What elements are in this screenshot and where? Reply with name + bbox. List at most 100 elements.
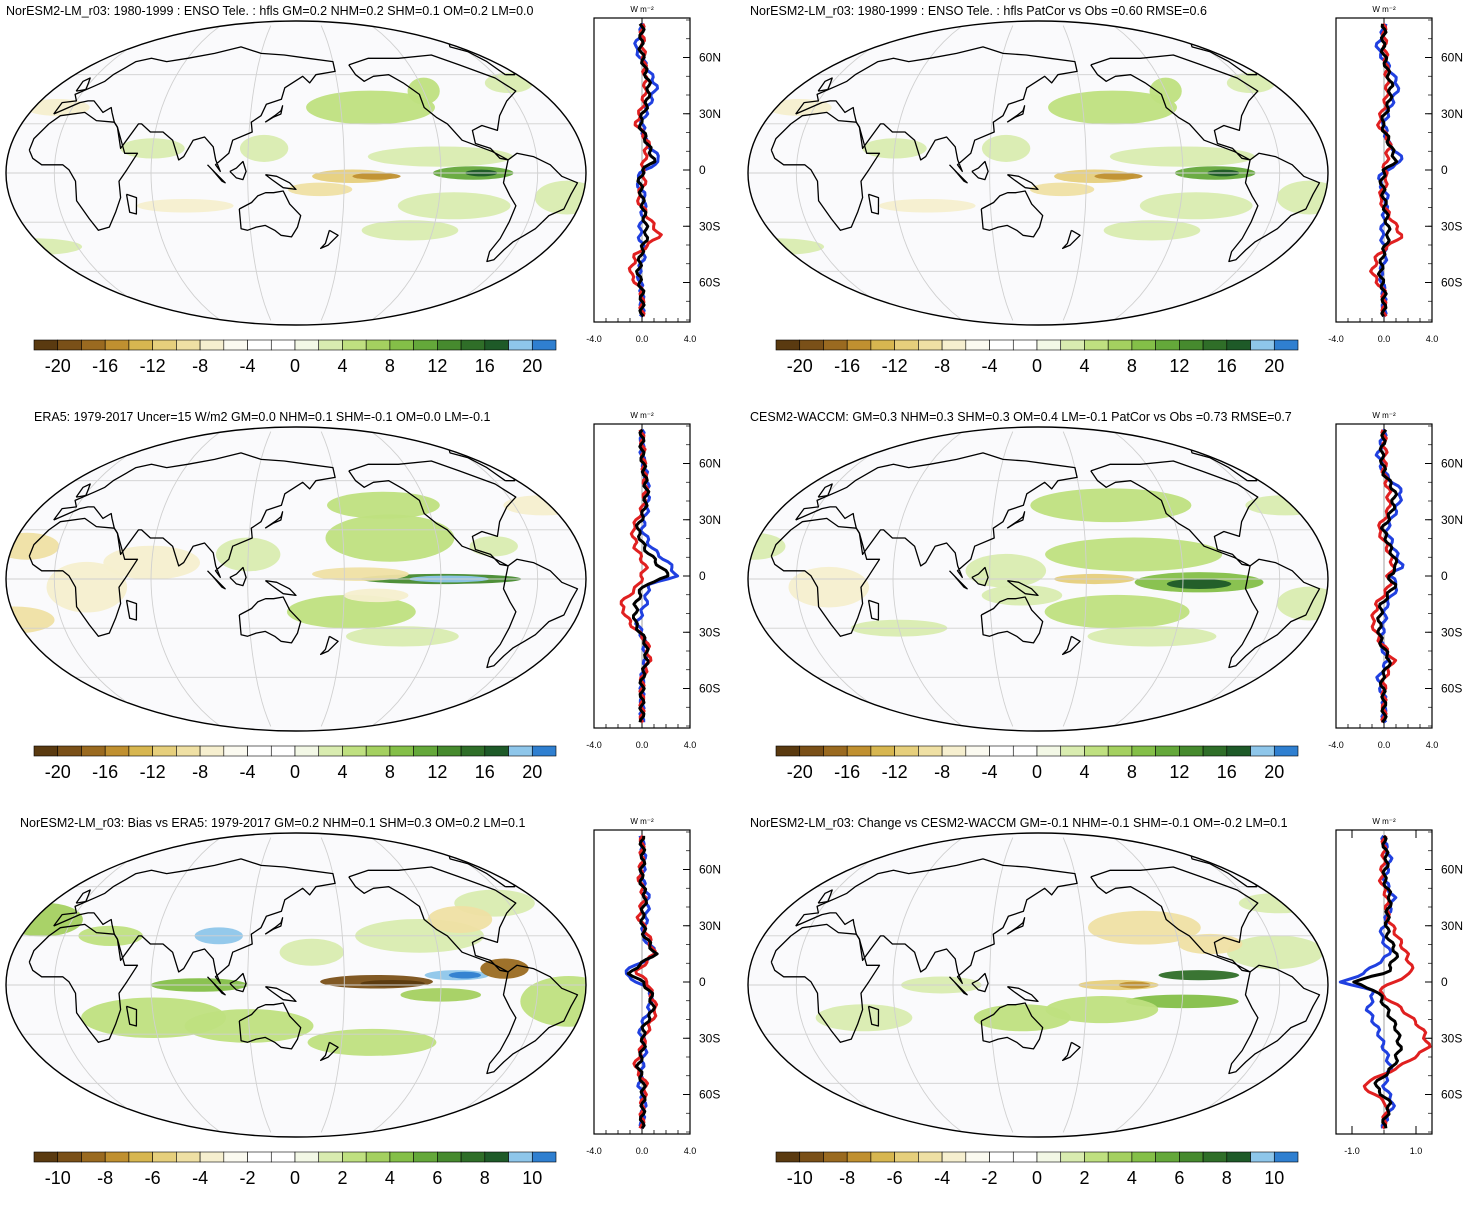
coastlines xyxy=(28,442,579,669)
coast-south-america xyxy=(1228,964,1321,1075)
colorbar-label: -16 xyxy=(834,762,860,782)
colorbar-swatch xyxy=(365,1151,391,1163)
panel-bias: -10 -8 -6 -4 -2 0 2 4 6 8 10 -4.0 0.0 4.0 60N 30N 0 30S 60… xyxy=(0,812,741,1207)
colorbar-label: 4 xyxy=(337,356,347,376)
anomaly-patch xyxy=(484,72,534,94)
panel-title: NorESM2-LM_r03: Change vs CESM2-WACCM GM… xyxy=(750,816,1288,830)
anomaly-patch xyxy=(361,220,459,241)
coast-uk xyxy=(817,77,833,92)
coastlines xyxy=(770,442,1321,669)
colorbar-swatch xyxy=(1060,745,1085,757)
anomaly-patch xyxy=(1226,72,1276,94)
colorbar-swatch xyxy=(1202,745,1228,757)
colorbar-label: -8 xyxy=(192,762,208,782)
map-field xyxy=(748,837,1328,1133)
colorbar-swatch xyxy=(1012,1151,1038,1163)
colorbar-swatch xyxy=(342,339,367,351)
coast-nz xyxy=(1061,229,1081,250)
map-border xyxy=(747,426,1329,732)
colorbar-label: 16 xyxy=(475,356,495,376)
colorbar-swatch xyxy=(1012,745,1038,757)
coast-eurasia xyxy=(795,452,1078,579)
colorbar-swatch xyxy=(918,745,943,757)
colorbar-label: -6 xyxy=(145,1168,161,1188)
anomaly-patch xyxy=(352,172,401,180)
profile-lat-label: 30N xyxy=(699,107,721,121)
panel-model: -20 -16 -12 -8 -4 0 4 8 12 16 20 -4.0 0.0 4.0 60N 30N 0 3… xyxy=(0,0,741,395)
coast-madagascar xyxy=(125,193,138,215)
colorbar-swatch xyxy=(1179,1151,1204,1163)
colorbar-swatch xyxy=(1155,1151,1180,1163)
anomaly-patch xyxy=(287,182,353,197)
colorbar-swatch xyxy=(1084,745,1109,757)
profile-lat-label: 30S xyxy=(699,1031,720,1045)
coast-eurasia xyxy=(53,858,336,985)
colorbar-swatch xyxy=(294,745,320,757)
anomaly-patch xyxy=(981,585,1063,606)
colorbar-swatch xyxy=(1084,1151,1109,1163)
colorbar-label: -8 xyxy=(934,762,950,782)
profile-lat-label: 60N xyxy=(699,51,721,65)
anomaly-patch xyxy=(748,238,825,256)
panel-change: -10 -8 -6 -4 -2 0 2 4 6 8 10 -1.0 1.0 60N 30N 0 30S 60S W … xyxy=(742,812,1483,1207)
map-field xyxy=(6,25,586,321)
profile-lat-label: 60N xyxy=(1441,863,1463,877)
anomaly-patch xyxy=(815,1004,913,1032)
coast-eurasia xyxy=(53,452,336,579)
profile-units: W m⁻² xyxy=(630,411,654,420)
coast-australia xyxy=(980,1002,1044,1050)
coast-north-america xyxy=(1090,54,1259,161)
colorbar-swatch xyxy=(318,1151,343,1163)
colorbar-label: 20 xyxy=(522,762,542,782)
anomaly-patch xyxy=(1029,182,1095,197)
colorbar-label: 4 xyxy=(1127,1168,1137,1188)
anomaly-patch xyxy=(1030,488,1192,523)
colorbar-swatch xyxy=(460,745,486,757)
colorbar-swatch xyxy=(870,745,895,757)
colorbar-label: -12 xyxy=(140,762,166,782)
colorbar-swatch xyxy=(894,339,919,351)
colorbar-swatch xyxy=(894,745,919,757)
colorbar-label: 20 xyxy=(1264,762,1284,782)
colorbar-swatch xyxy=(152,745,177,757)
colorbar-label: -12 xyxy=(882,762,908,782)
colorbar-swatch xyxy=(484,745,509,757)
colorbar-label: 12 xyxy=(1169,356,1189,376)
coast-sumatra xyxy=(949,976,968,996)
colorbar-swatch xyxy=(1131,1151,1156,1163)
colorbar-swatch xyxy=(965,1151,990,1163)
colorbar-swatch xyxy=(508,1151,533,1163)
map-border xyxy=(5,20,587,326)
graticule xyxy=(748,431,1328,727)
coast-new-guinea xyxy=(265,579,297,597)
colorbar-label: -10 xyxy=(45,1168,71,1188)
colorbar-swatch xyxy=(989,745,1014,757)
profile-xtick-label: 0.0 xyxy=(1378,740,1391,750)
profile-series-mean xyxy=(1352,834,1403,1129)
colorbar-swatch xyxy=(1131,745,1156,757)
coast-south-america xyxy=(1228,558,1321,669)
anomaly-patch xyxy=(878,199,976,213)
colorbar-swatch xyxy=(437,745,462,757)
colorbar-label: 8 xyxy=(1222,1168,1232,1188)
profile-lat-label: 60S xyxy=(1441,276,1462,290)
colorbar-swatch xyxy=(270,339,296,351)
colorbar-swatch xyxy=(318,339,343,351)
colorbar-label: 8 xyxy=(385,762,395,782)
colorbar-label: 16 xyxy=(1217,762,1237,782)
colorbar-label: -16 xyxy=(92,762,118,782)
colorbar-swatch xyxy=(247,1151,272,1163)
colorbar-swatch xyxy=(270,1151,296,1163)
profile-lat-label: 30S xyxy=(1441,625,1462,639)
colorbar: -20 -16 -12 -8 -4 0 4 8 12 16 20 xyxy=(775,339,1299,376)
graticule xyxy=(6,25,586,321)
profile-series-mean xyxy=(1376,428,1399,724)
profile-series-model xyxy=(1338,834,1398,1129)
colorbar-swatch xyxy=(247,745,272,757)
colorbar-swatch xyxy=(918,339,943,351)
colorbar-swatch xyxy=(1179,745,1204,757)
coast-madagascar xyxy=(867,1005,880,1027)
colorbar-label: -16 xyxy=(834,356,860,376)
coast-north-america xyxy=(1090,460,1259,567)
profile-units: W m⁻² xyxy=(630,5,654,14)
